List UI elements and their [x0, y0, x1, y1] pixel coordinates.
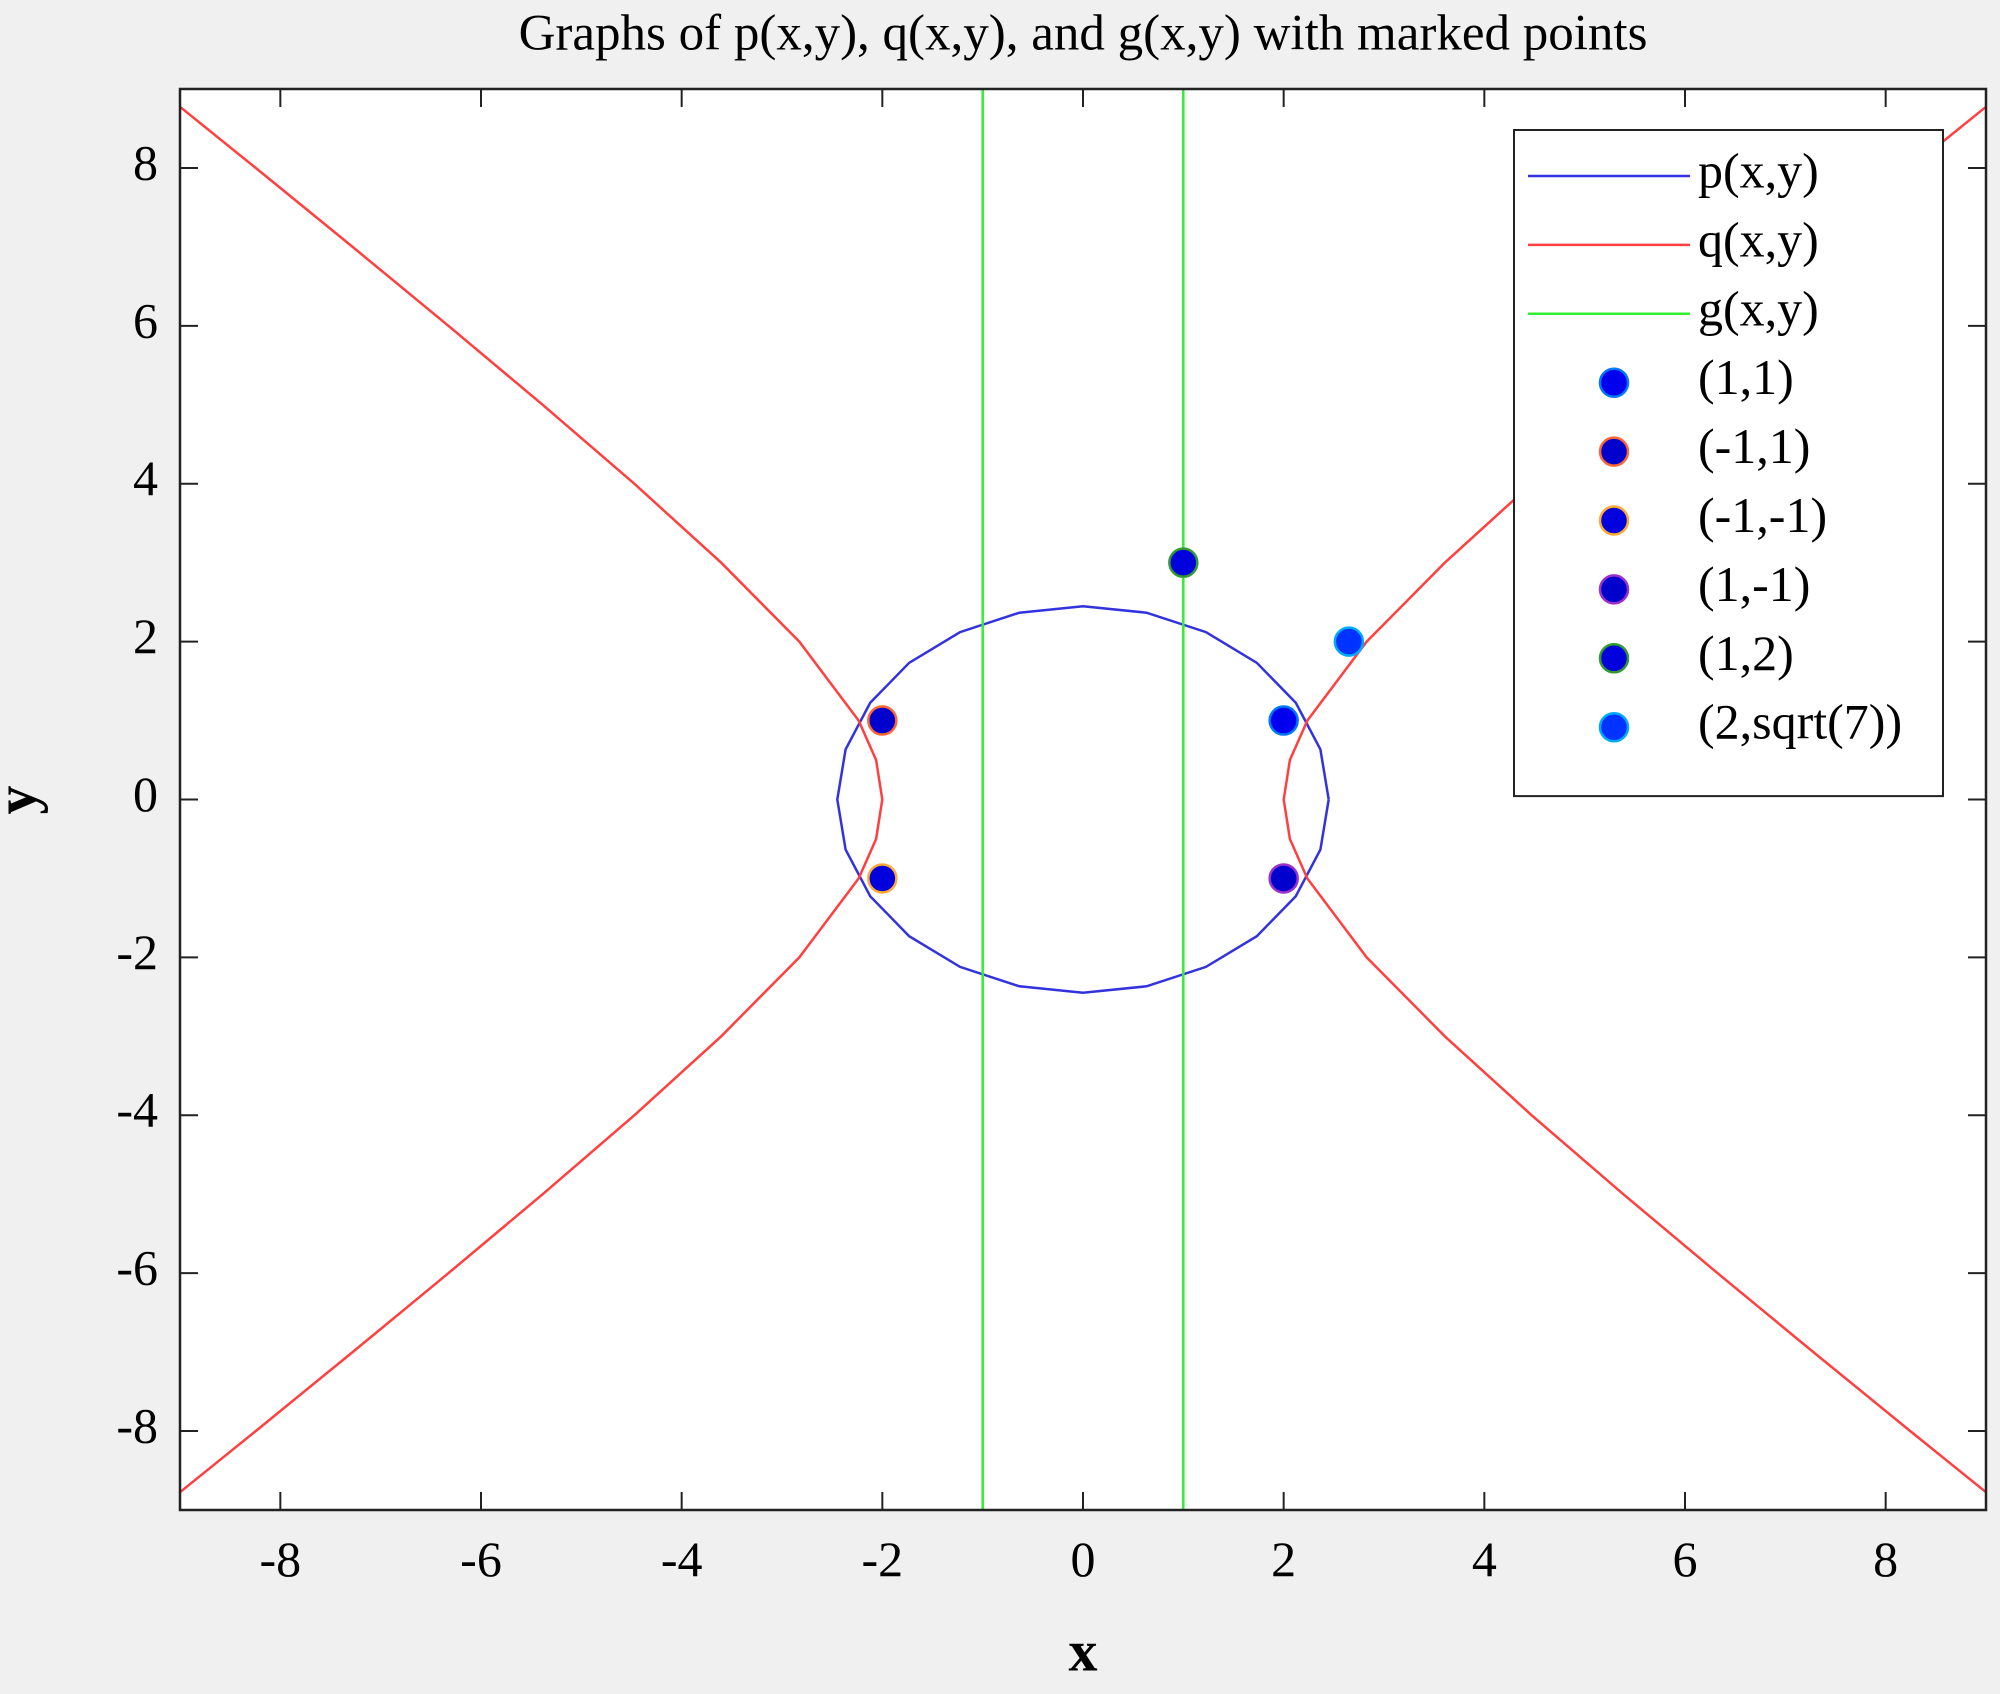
legend-label: (2,sqrt(7))	[1698, 694, 1902, 750]
point	[1333, 626, 1365, 657]
legend-marker	[1598, 643, 1630, 674]
x-tick-label: 2	[1271, 1531, 1296, 1587]
point	[867, 863, 898, 894]
plot-layer	[180, 89, 1986, 1510]
legend-label: (-1,1)	[1698, 418, 1810, 474]
point	[867, 705, 898, 736]
legend-label: (-1,-1)	[1698, 487, 1827, 543]
point	[1268, 863, 1299, 894]
y-tick-label: 2	[133, 608, 158, 664]
x-tick-label: -6	[460, 1531, 502, 1587]
x-tick-label: 0	[1071, 1531, 1096, 1587]
legend-marker	[1598, 505, 1630, 536]
y-tick-label: 4	[133, 450, 158, 506]
legend-label: g(x,y)	[1698, 280, 1819, 336]
legend-label: (1,1)	[1698, 349, 1794, 405]
legend-label: p(x,y)	[1698, 142, 1819, 198]
legend-marker	[1598, 367, 1630, 398]
y-tick-label: 6	[133, 292, 158, 348]
legend-marker	[1598, 436, 1630, 467]
x-tick-label: 4	[1472, 1531, 1497, 1587]
legend: p(x,y) q(x,y) g(x,y) (1,1) (-1,1) (-1,-1) (1,-…	[1513, 129, 1944, 798]
legend-marker	[1598, 711, 1630, 743]
y-tick-label: -2	[116, 924, 158, 980]
y-axis-label: y	[0, 786, 48, 815]
legend-label: (1,-1)	[1698, 556, 1810, 612]
legend-marker	[1598, 574, 1630, 605]
x-tick-label: 6	[1673, 1531, 1698, 1587]
y-tick-label: -6	[116, 1240, 158, 1296]
y-tick-label: 8	[133, 134, 158, 190]
x-tick-label: -8	[260, 1531, 302, 1587]
curve	[981, 89, 1185, 1510]
x-tick-label: -2	[862, 1531, 904, 1587]
ticks: -8 -6 -4 -2 0 2 4 6 8 -8 -6 -4 -2 0 2 4 6 8	[116, 89, 1986, 1587]
point	[1168, 547, 1199, 578]
axes-box	[178, 87, 1988, 1512]
y-tick-label: -4	[116, 1082, 158, 1138]
x-axis-label: x	[1069, 1618, 1098, 1683]
x-tick-label: 8	[1873, 1531, 1898, 1587]
y-tick-label: 0	[133, 766, 158, 822]
legend-box	[1513, 129, 1944, 798]
legend-label: q(x,y)	[1698, 211, 1819, 267]
legend-label: (1,2)	[1698, 625, 1794, 681]
curve	[836, 604, 1330, 995]
chart-title: Graphs of p(x,y), q(x,y), and g(x,y) wit…	[519, 6, 1648, 62]
y-tick-label: -8	[116, 1398, 158, 1454]
point	[1268, 705, 1299, 736]
x-tick-label: -4	[661, 1531, 703, 1587]
